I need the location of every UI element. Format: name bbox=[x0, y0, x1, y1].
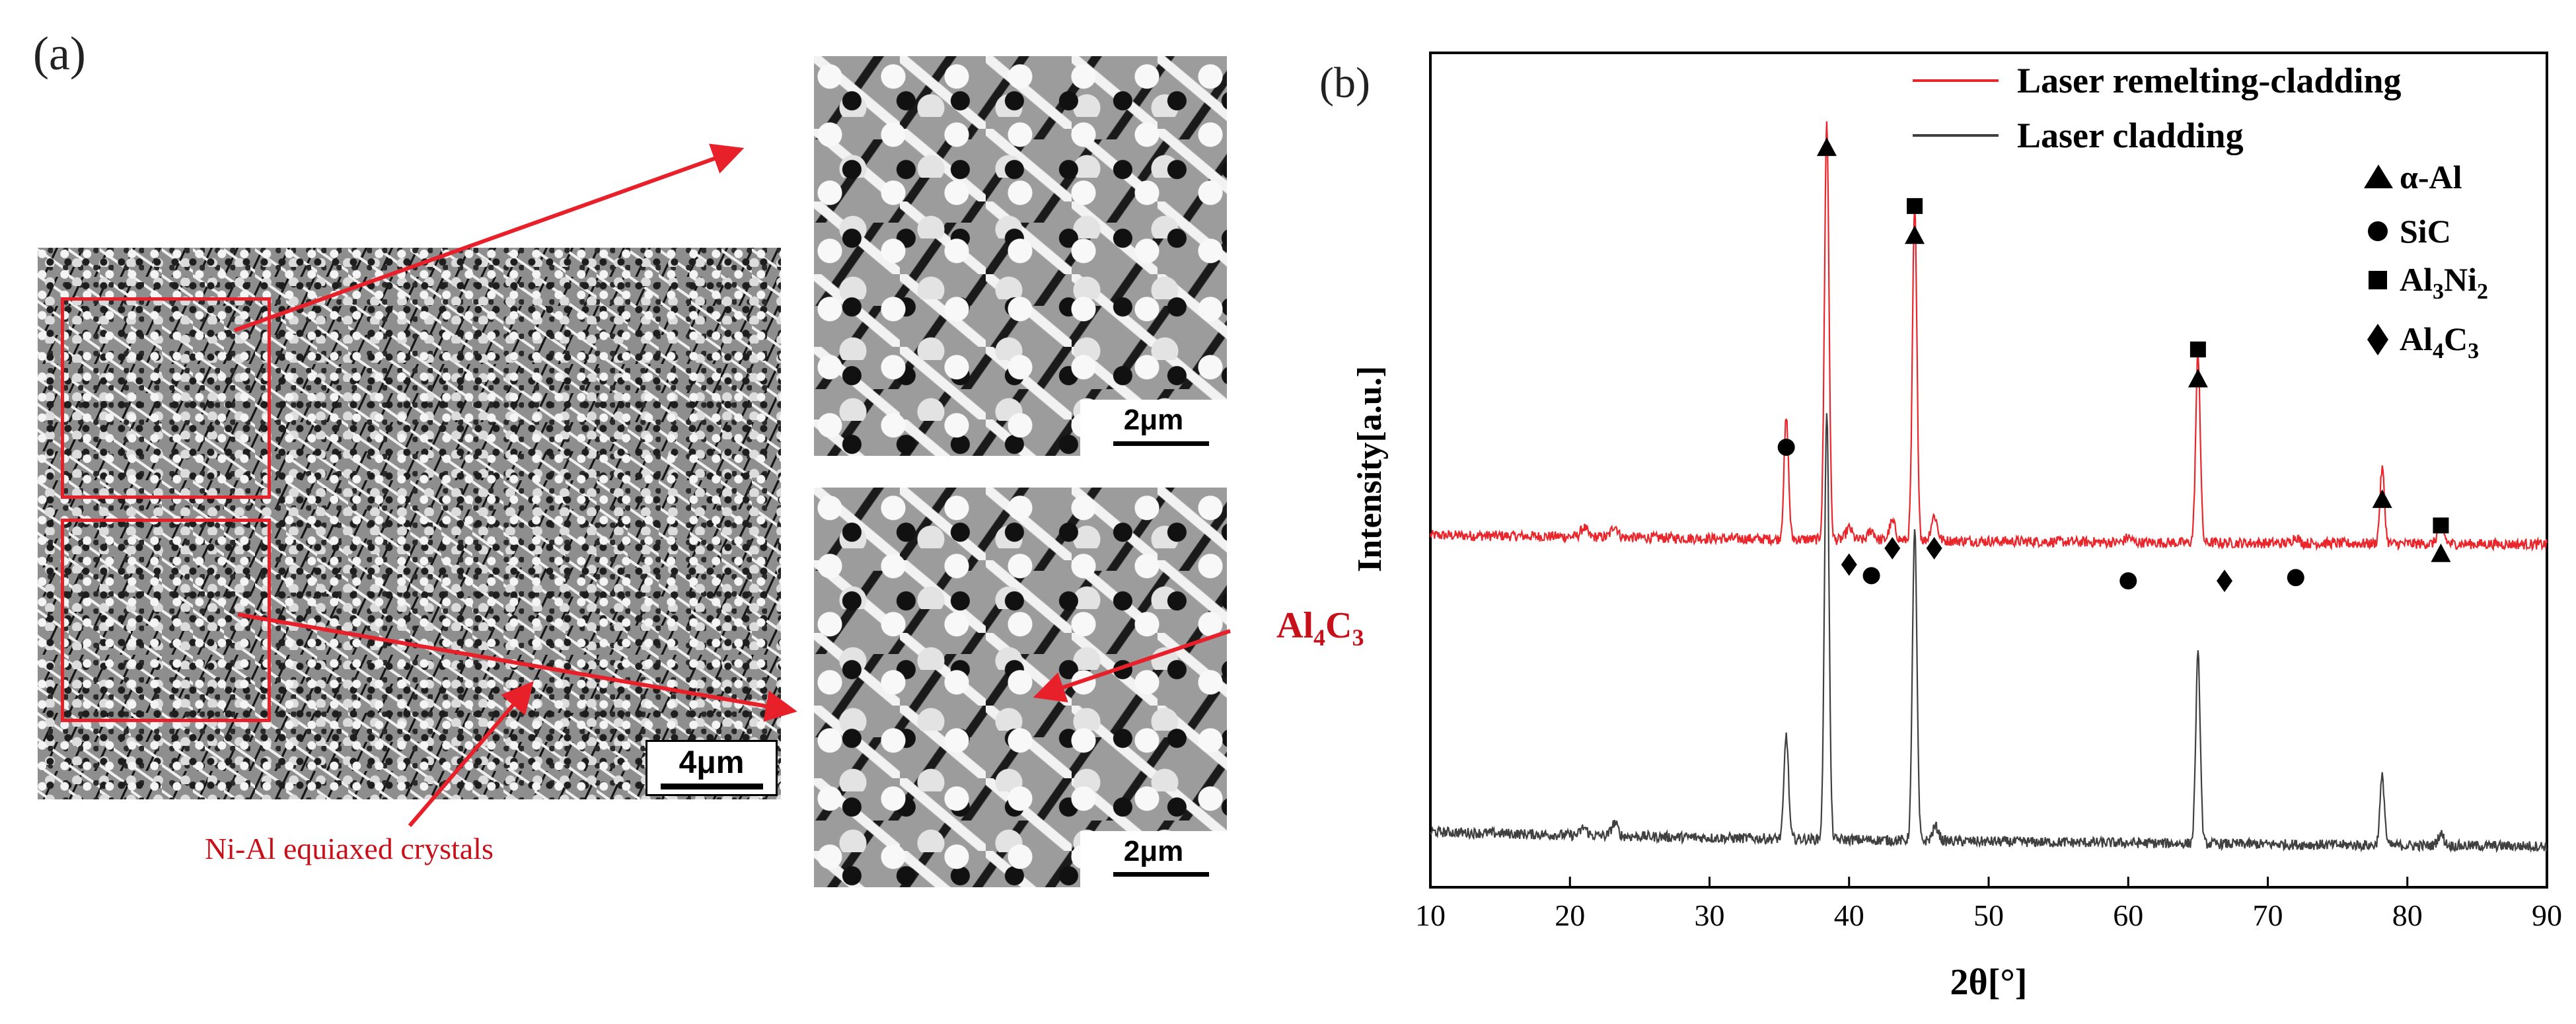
phase-marker-diamond bbox=[1884, 536, 1901, 560]
al3ni2-sub2: 2 bbox=[2477, 279, 2488, 304]
sem-micrograph-zoom-bottom bbox=[814, 488, 1227, 887]
phase-marker-triangle bbox=[1816, 137, 1837, 157]
scale-bar-main-line bbox=[661, 784, 763, 789]
x-tick-label: 10 bbox=[1415, 898, 1446, 932]
phase-marker-square bbox=[1907, 198, 1923, 214]
phase-marker-circle bbox=[1862, 567, 1880, 585]
scale-bar-zoom-top-label: 2μm bbox=[1123, 404, 1184, 436]
phase-marker-square bbox=[2190, 341, 2206, 357]
arrow-to-equiaxed bbox=[408, 680, 534, 827]
series-line-remelting bbox=[1429, 121, 2548, 552]
al4c3-c: C bbox=[2444, 320, 2468, 357]
phase-marker-triangle bbox=[1905, 225, 1925, 244]
scale-bar-zoom-top-line bbox=[1113, 441, 1209, 446]
scale-bar-main-label: 4μm bbox=[679, 745, 745, 780]
phase-marker-triangle bbox=[2431, 543, 2451, 562]
phase-legend-square-icon bbox=[2369, 271, 2387, 289]
phase-marker-diamond bbox=[2217, 569, 2233, 593]
equiaxed-annotation: Ni-Al equiaxed crystals bbox=[205, 832, 494, 865]
series-line-cladding bbox=[1430, 413, 2548, 854]
zoom-region-top-box bbox=[61, 297, 271, 499]
carbide-annotation-al: Al bbox=[1276, 605, 1313, 646]
x-tick-label: 70 bbox=[2253, 898, 2283, 932]
phase-legend-triangle-icon bbox=[2364, 165, 2393, 188]
al4c3-sub1: 4 bbox=[2433, 339, 2444, 363]
x-tick-label: 60 bbox=[2113, 898, 2143, 932]
al3ni2-al: Al bbox=[2400, 261, 2433, 298]
phase-marker-square bbox=[2433, 517, 2449, 534]
phase-legend: α-Al SiC Al3Ni2 Al4C3 bbox=[2364, 159, 2488, 363]
y-axis-label: Intensity[a.u.] bbox=[1351, 366, 1389, 572]
x-tick-label: 20 bbox=[1555, 898, 1585, 932]
panel-b-label: (b) bbox=[1319, 59, 1370, 107]
sem-micrograph-main bbox=[38, 248, 781, 799]
scale-bar-zoom-bottom-line bbox=[1113, 872, 1209, 877]
phase-marker-triangle bbox=[2188, 369, 2208, 388]
phase-legend-al3ni2: Al3Ni2 bbox=[2400, 261, 2488, 304]
carbide-annotation-sub2: 3 bbox=[1352, 624, 1364, 651]
legend: Laser remelting-cladding Laser cladding bbox=[1913, 61, 2401, 155]
x-tick-label: 30 bbox=[1695, 898, 1725, 932]
x-tick-label: 50 bbox=[1973, 898, 2004, 932]
phase-markers bbox=[1777, 137, 2451, 593]
phase-marker-diamond bbox=[1926, 536, 1942, 560]
al3ni2-sub1: 3 bbox=[2433, 279, 2444, 304]
phase-marker-circle bbox=[2119, 572, 2137, 590]
carbide-annotation-c: C bbox=[1325, 605, 1352, 646]
phase-legend-alpha-al: α-Al bbox=[2400, 159, 2462, 196]
phase-legend-al4c3: Al4C3 bbox=[2400, 320, 2479, 363]
carbide-annotation-sub1: 4 bbox=[1313, 624, 1325, 651]
phase-marker-circle bbox=[2287, 569, 2304, 587]
phase-legend-circle-icon bbox=[2368, 221, 2388, 241]
scale-bar-zoom-bottom: 2μm bbox=[1080, 831, 1227, 887]
phase-legend-sic: SiC bbox=[2400, 213, 2451, 250]
legend-label-cladding: Laser cladding bbox=[2017, 116, 2244, 155]
phase-marker-triangle bbox=[2372, 489, 2392, 508]
arrow-to-zoom-top bbox=[233, 143, 745, 332]
legend-label-remelting: Laser remelting-cladding bbox=[2017, 61, 2401, 100]
phase-marker-diamond bbox=[1841, 553, 1857, 576]
x-tick-label: 40 bbox=[1834, 898, 1864, 932]
x-tick-label: 80 bbox=[2392, 898, 2423, 932]
al3ni2-ni: Ni bbox=[2444, 261, 2477, 298]
phase-legend-diamond-icon bbox=[2367, 324, 2388, 355]
al4c3-sub2: 3 bbox=[2468, 339, 2479, 363]
arrow-to-zoom-bottom bbox=[237, 612, 797, 722]
x-axis-ticks: 10 20 30 40 50 60 70 80 90 bbox=[1415, 877, 2562, 932]
series-layer bbox=[1429, 121, 2548, 854]
x-axis-label: 2θ[°] bbox=[1950, 962, 2028, 1003]
scale-bar-zoom-bottom-label: 2μm bbox=[1123, 835, 1184, 867]
panel-a-label: (a) bbox=[33, 27, 86, 80]
arrow-to-carbide bbox=[1033, 629, 1231, 703]
sem-micrograph-zoom-top bbox=[814, 56, 1227, 456]
phase-marker-circle bbox=[1777, 438, 1795, 456]
x-tick-label: 90 bbox=[2532, 898, 2562, 932]
al4c3-al: Al bbox=[2400, 320, 2433, 357]
scale-bar-zoom-top: 2μm bbox=[1080, 400, 1227, 456]
carbide-annotation: Al4C3 bbox=[1276, 604, 1364, 651]
